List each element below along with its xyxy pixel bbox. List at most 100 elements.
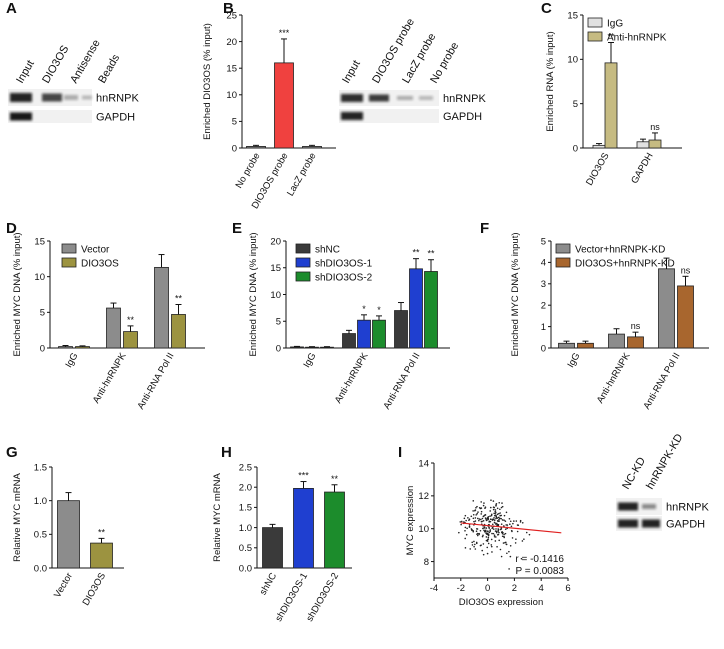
scatter-point <box>472 517 475 520</box>
scatter-point <box>468 518 471 521</box>
y-axis-label-h: Relative MYC mRNA <box>212 472 223 561</box>
scatter-point <box>475 541 478 544</box>
y-axis-label-i: MYC expression <box>405 486 416 556</box>
y-axis-label-b: Enriched DIO3OS (% input) <box>202 23 213 140</box>
bar-d-vector-anti-hnrnpk <box>106 307 121 349</box>
scatter-point <box>474 520 477 522</box>
bar-b-lacz-probe <box>302 146 322 149</box>
significance-label-e: * <box>377 305 381 315</box>
scatter-point <box>459 521 462 523</box>
blot-band <box>341 94 363 102</box>
scatter-point <box>486 552 489 555</box>
scatter-point <box>500 523 503 525</box>
scatter-point <box>514 542 517 544</box>
scatter-point <box>515 538 517 540</box>
scatter-point <box>477 511 479 513</box>
scatter-point <box>490 514 493 517</box>
scatter-point <box>469 548 472 550</box>
regression-line <box>460 522 562 534</box>
bar-e-shnc-anti-rna-pol-ii <box>394 310 408 349</box>
scatter-point <box>495 516 498 518</box>
blot-band <box>10 112 32 121</box>
scatter-point <box>474 543 476 546</box>
scatter-point <box>496 507 499 510</box>
y-tick-label-f: 0 <box>541 343 546 354</box>
scatter-point <box>501 519 504 521</box>
scatter-point <box>496 545 498 548</box>
scatter-point <box>494 510 497 513</box>
scatter-point <box>520 557 523 560</box>
scatter-point <box>483 529 485 532</box>
legend-swatch-e <box>295 271 311 282</box>
significance-label-c: ns <box>650 122 660 132</box>
blot-row-label-i: GAPDH <box>666 519 705 531</box>
blot-band <box>618 502 638 511</box>
blot-band <box>341 112 363 120</box>
scatter-point <box>471 529 473 532</box>
y-tick-label-c: 15 <box>567 10 578 21</box>
blot-strip-b <box>339 109 439 123</box>
scatter-point <box>488 526 490 529</box>
legend-label-d: DIO3OS <box>81 259 119 270</box>
scatter-point <box>521 521 524 524</box>
scatter-point <box>498 501 501 504</box>
scatter-point <box>519 521 522 523</box>
blot-row-label-a: hnRNPK <box>96 93 139 105</box>
scatter-point <box>482 504 485 507</box>
bar-f-vector-hnrnpk-kd-anti-rna-pol-ii <box>658 268 675 349</box>
bar-c-igg-dio3os <box>592 144 606 149</box>
scatter-point <box>506 552 508 555</box>
scatter-point <box>508 568 510 570</box>
bar-f-vector-hnrnpk-kd-anti-hnrnpk <box>608 333 625 349</box>
scatter-point <box>472 500 475 502</box>
bar-d-vector-anti-rna-pol-ii <box>154 266 169 349</box>
scatter-point <box>482 553 485 556</box>
scatter-point <box>496 513 499 516</box>
scatter-point <box>474 517 477 519</box>
bar-h-shnc <box>262 527 283 569</box>
blot-lane-label-b: Input <box>340 58 363 85</box>
blot-band <box>419 96 433 100</box>
scatter-point <box>480 510 483 513</box>
legend-label-f: Vector+hnRNPK-KD <box>575 245 665 256</box>
significance-label-h: ** <box>331 474 339 484</box>
scatter-point <box>468 525 471 528</box>
legend-swatch-f <box>555 243 571 254</box>
scatter-point <box>487 536 490 539</box>
scatter-point <box>467 517 469 519</box>
category-label-c: DIO3OS <box>584 151 611 188</box>
scatter-point <box>464 537 466 540</box>
significance-label-g: ** <box>98 527 106 537</box>
bar-e-shnc-anti-hnrnpk <box>342 333 356 349</box>
scatter-point <box>495 502 498 505</box>
category-label-g: DIO3OS <box>81 571 108 608</box>
y-tick-label-d: 15 <box>34 236 45 247</box>
y-tick-label-e: 20 <box>270 236 281 247</box>
legend-swatch-e <box>295 243 311 254</box>
bar-d-dio3os-anti-hnrnpk <box>123 331 138 349</box>
legend-label-d: Vector <box>81 245 110 256</box>
scatter-point <box>489 518 492 521</box>
significance-label-e: ** <box>427 249 435 259</box>
scatter-point <box>521 540 524 542</box>
legend-label-c: IgG <box>607 19 623 30</box>
scatter-point <box>465 533 468 536</box>
scatter-point <box>480 544 482 546</box>
scatter-point <box>519 519 522 522</box>
y-axis-label-d: Enriched MYC DNA (% input) <box>12 232 23 356</box>
category-label-b: LacZ probe <box>285 151 319 198</box>
scatter-point <box>503 519 505 521</box>
bar-e-shdio3os-1-anti-hnrnpk <box>357 319 371 349</box>
y-tick-label-f: 2 <box>541 301 546 312</box>
y-tick-label-g: 1.0 <box>34 496 47 507</box>
scatter-point <box>499 512 501 514</box>
scatter-point <box>491 532 493 535</box>
y-tick-label-h: 0.0 <box>239 563 252 574</box>
legend-label-f: DIO3OS+hnRNPK-KD <box>575 259 675 270</box>
y-tick-label-i: 8 <box>424 557 429 568</box>
bar-g-vector <box>57 500 80 569</box>
scatter-point <box>460 523 462 526</box>
scatter-point <box>504 532 507 535</box>
y-axis-label-g: Relative MYC mRNA <box>12 472 23 561</box>
